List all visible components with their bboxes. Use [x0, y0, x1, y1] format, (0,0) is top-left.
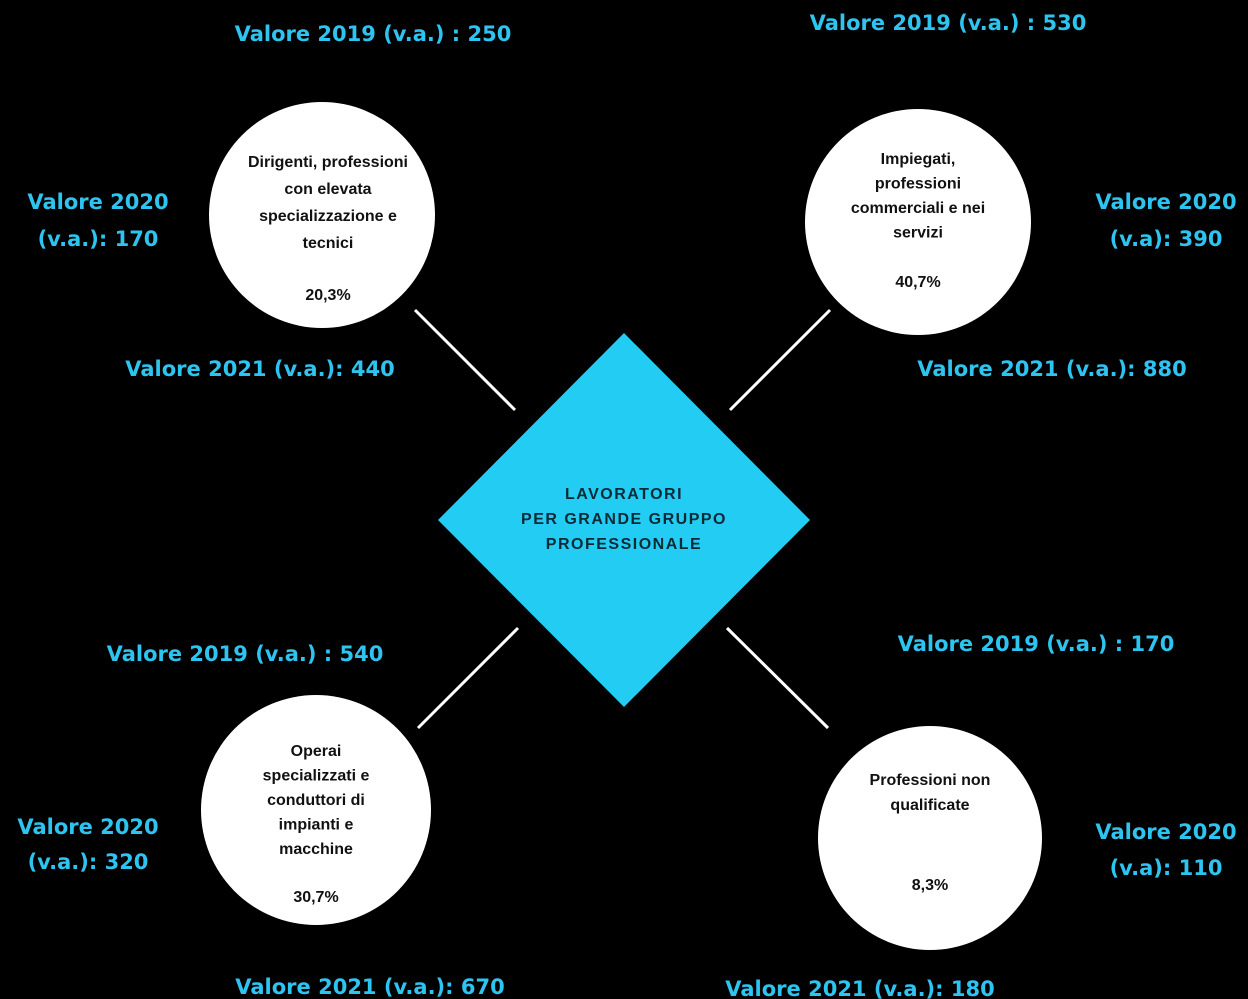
node-percent: 8,3% — [912, 877, 948, 894]
node-circle — [209, 102, 435, 328]
node-label: conduttori di — [267, 792, 365, 809]
value-2020: (v.a.): 320 — [28, 850, 149, 874]
node-percent: 40,7% — [895, 274, 940, 291]
node-circle — [805, 109, 1031, 335]
value-2020: (v.a.): 170 — [38, 227, 159, 251]
value-2019: Valore 2019 (v.a.) : 170 — [898, 632, 1175, 656]
center-diamond — [438, 333, 810, 707]
node-percent: 30,7% — [293, 889, 338, 906]
connector — [416, 626, 520, 730]
connector — [725, 626, 830, 730]
value-2019: Valore 2019 (v.a.) : 540 — [107, 642, 384, 666]
value-2020: Valore 2020 — [17, 815, 158, 839]
node-percent: 20,3% — [305, 287, 350, 304]
node-label: con elevata — [284, 181, 371, 198]
node-label: Professioni non — [870, 772, 991, 789]
connector — [413, 308, 517, 412]
value-2020: Valore 2020 — [1095, 820, 1236, 844]
center-title: LAVORATORI — [565, 486, 683, 503]
node-label: professioni — [875, 176, 961, 193]
node-label: servizi — [893, 225, 943, 242]
node-label: Operai — [291, 743, 342, 760]
value-2021: Valore 2021 (v.a.): 880 — [917, 357, 1186, 381]
center-title: PROFESSIONALE — [546, 536, 702, 553]
value-2021: Valore 2021 (v.a.): 180 — [725, 977, 994, 999]
node-label: tecnici — [303, 235, 354, 252]
value-2020: Valore 2020 — [27, 190, 168, 214]
node-label: impianti e — [279, 817, 354, 834]
node-label: Impiegati, — [881, 151, 956, 168]
node-circle — [818, 726, 1042, 950]
value-2019: Valore 2019 (v.a.) : 250 — [235, 22, 512, 46]
value-2020: Valore 2020 — [1095, 190, 1236, 214]
node-label: Dirigenti, professioni — [248, 154, 408, 171]
value-2021: Valore 2021 (v.a.): 670 — [235, 975, 504, 999]
value-2020: (v.a): 390 — [1110, 227, 1223, 251]
node-label: specializzati e — [263, 768, 370, 785]
node-label: qualificate — [890, 797, 969, 814]
node-label: macchine — [279, 841, 353, 858]
node-label: specializzazione e — [259, 208, 397, 225]
center-title: PER GRANDE GRUPPO — [521, 511, 727, 528]
value-2020: (v.a): 110 — [1110, 856, 1223, 880]
node-label: commerciali e nei — [851, 200, 985, 217]
value-2019: Valore 2019 (v.a.) : 530 — [810, 11, 1087, 35]
connectors — [413, 308, 832, 730]
node-circle — [201, 695, 431, 925]
value-2021: Valore 2021 (v.a.): 440 — [125, 357, 394, 381]
connector — [728, 308, 832, 412]
